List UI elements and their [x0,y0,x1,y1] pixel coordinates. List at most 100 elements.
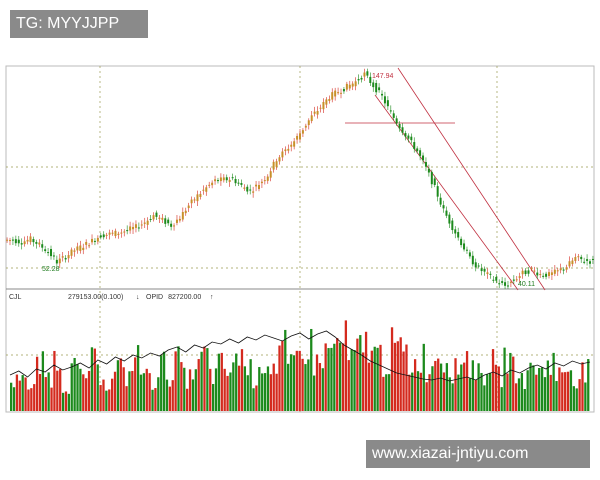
volume-bar [211,384,215,411]
volume-bar [419,372,423,411]
candle [527,270,530,274]
volume-bar [27,389,30,411]
volume-bar [142,373,146,411]
volume-bar [333,343,336,411]
volume-bar [315,354,319,411]
volume-bar [44,377,47,411]
volume-bar [82,374,85,411]
candle [275,161,278,167]
volume-bar [434,360,437,411]
candle [14,239,17,244]
volume-bar [497,366,500,411]
candle [214,179,217,182]
candle [134,224,137,228]
volume-bar [235,353,238,411]
watermark-bottom: www.xiazai-jntiyu.com [366,440,590,468]
candle [257,185,260,190]
volume-bar [76,364,79,411]
candle [26,239,29,242]
candle [58,258,61,264]
candle [413,142,416,150]
volume-bar [382,376,385,411]
candle [137,227,140,229]
candle [287,148,290,151]
volume-bar [79,368,82,411]
volume-bar [56,370,59,411]
candle [117,233,120,235]
candle [416,148,419,152]
candle [91,238,94,243]
volume-bar [263,373,267,411]
candle [310,115,313,122]
candle [530,268,533,270]
candle [562,269,565,271]
candle [299,133,301,140]
volume-bar [168,386,171,411]
candle [504,282,507,286]
candle [199,193,202,198]
candle [32,239,35,243]
volume-bar [367,362,371,411]
volume-bar [344,320,348,411]
volume-bar [312,375,316,411]
volume-bar [465,351,469,411]
volume-bar [298,350,301,411]
candle [85,241,88,245]
volume-bar [581,362,584,411]
candle [196,194,199,202]
candle [521,270,524,275]
candle [23,241,26,245]
candle [442,205,445,209]
volume-bar [483,385,486,411]
candle [20,243,23,245]
volume-bar [21,375,24,411]
candle [451,220,454,231]
candle [301,130,304,134]
volume-bar [486,374,489,411]
volume-bar [148,373,151,411]
candle [404,132,407,137]
opid-arrow: ↑ [210,294,214,301]
volume-bar [572,386,575,411]
low-right-label: 40.11 [518,281,535,288]
volume-bar [558,367,561,411]
volume-bar [359,335,362,411]
candle [422,155,425,161]
volume-bar [240,349,244,411]
candle [539,274,542,276]
candle [477,265,480,267]
candle [559,268,562,271]
candle [501,281,504,283]
volume-bar [477,363,480,411]
candle [293,141,296,147]
candle [348,84,351,89]
candle [325,99,328,105]
candle [140,224,143,226]
volume-bar [370,350,373,411]
volume-bar [249,359,252,411]
volume-bar [243,366,247,411]
candle [193,199,196,201]
candle [424,162,427,167]
candle [64,258,67,260]
volume-bar [564,372,567,411]
candle [143,222,146,224]
volume-bar [321,368,324,411]
candle [389,110,392,112]
volume-value: 279153.00(0.100) [68,294,123,301]
candle [583,261,586,263]
volume-bar [318,363,322,411]
candle [398,124,401,129]
volume-bar [252,388,255,411]
volume-bar [546,360,550,411]
candle [468,252,471,257]
candle [401,127,404,133]
volume-bar [162,351,166,411]
candle [533,270,536,272]
candle [129,226,132,231]
volume-bar [24,377,27,411]
volume-bar [194,369,197,411]
volume-bar [61,392,65,411]
volume-bar [229,372,232,411]
volume-bar [422,343,425,411]
